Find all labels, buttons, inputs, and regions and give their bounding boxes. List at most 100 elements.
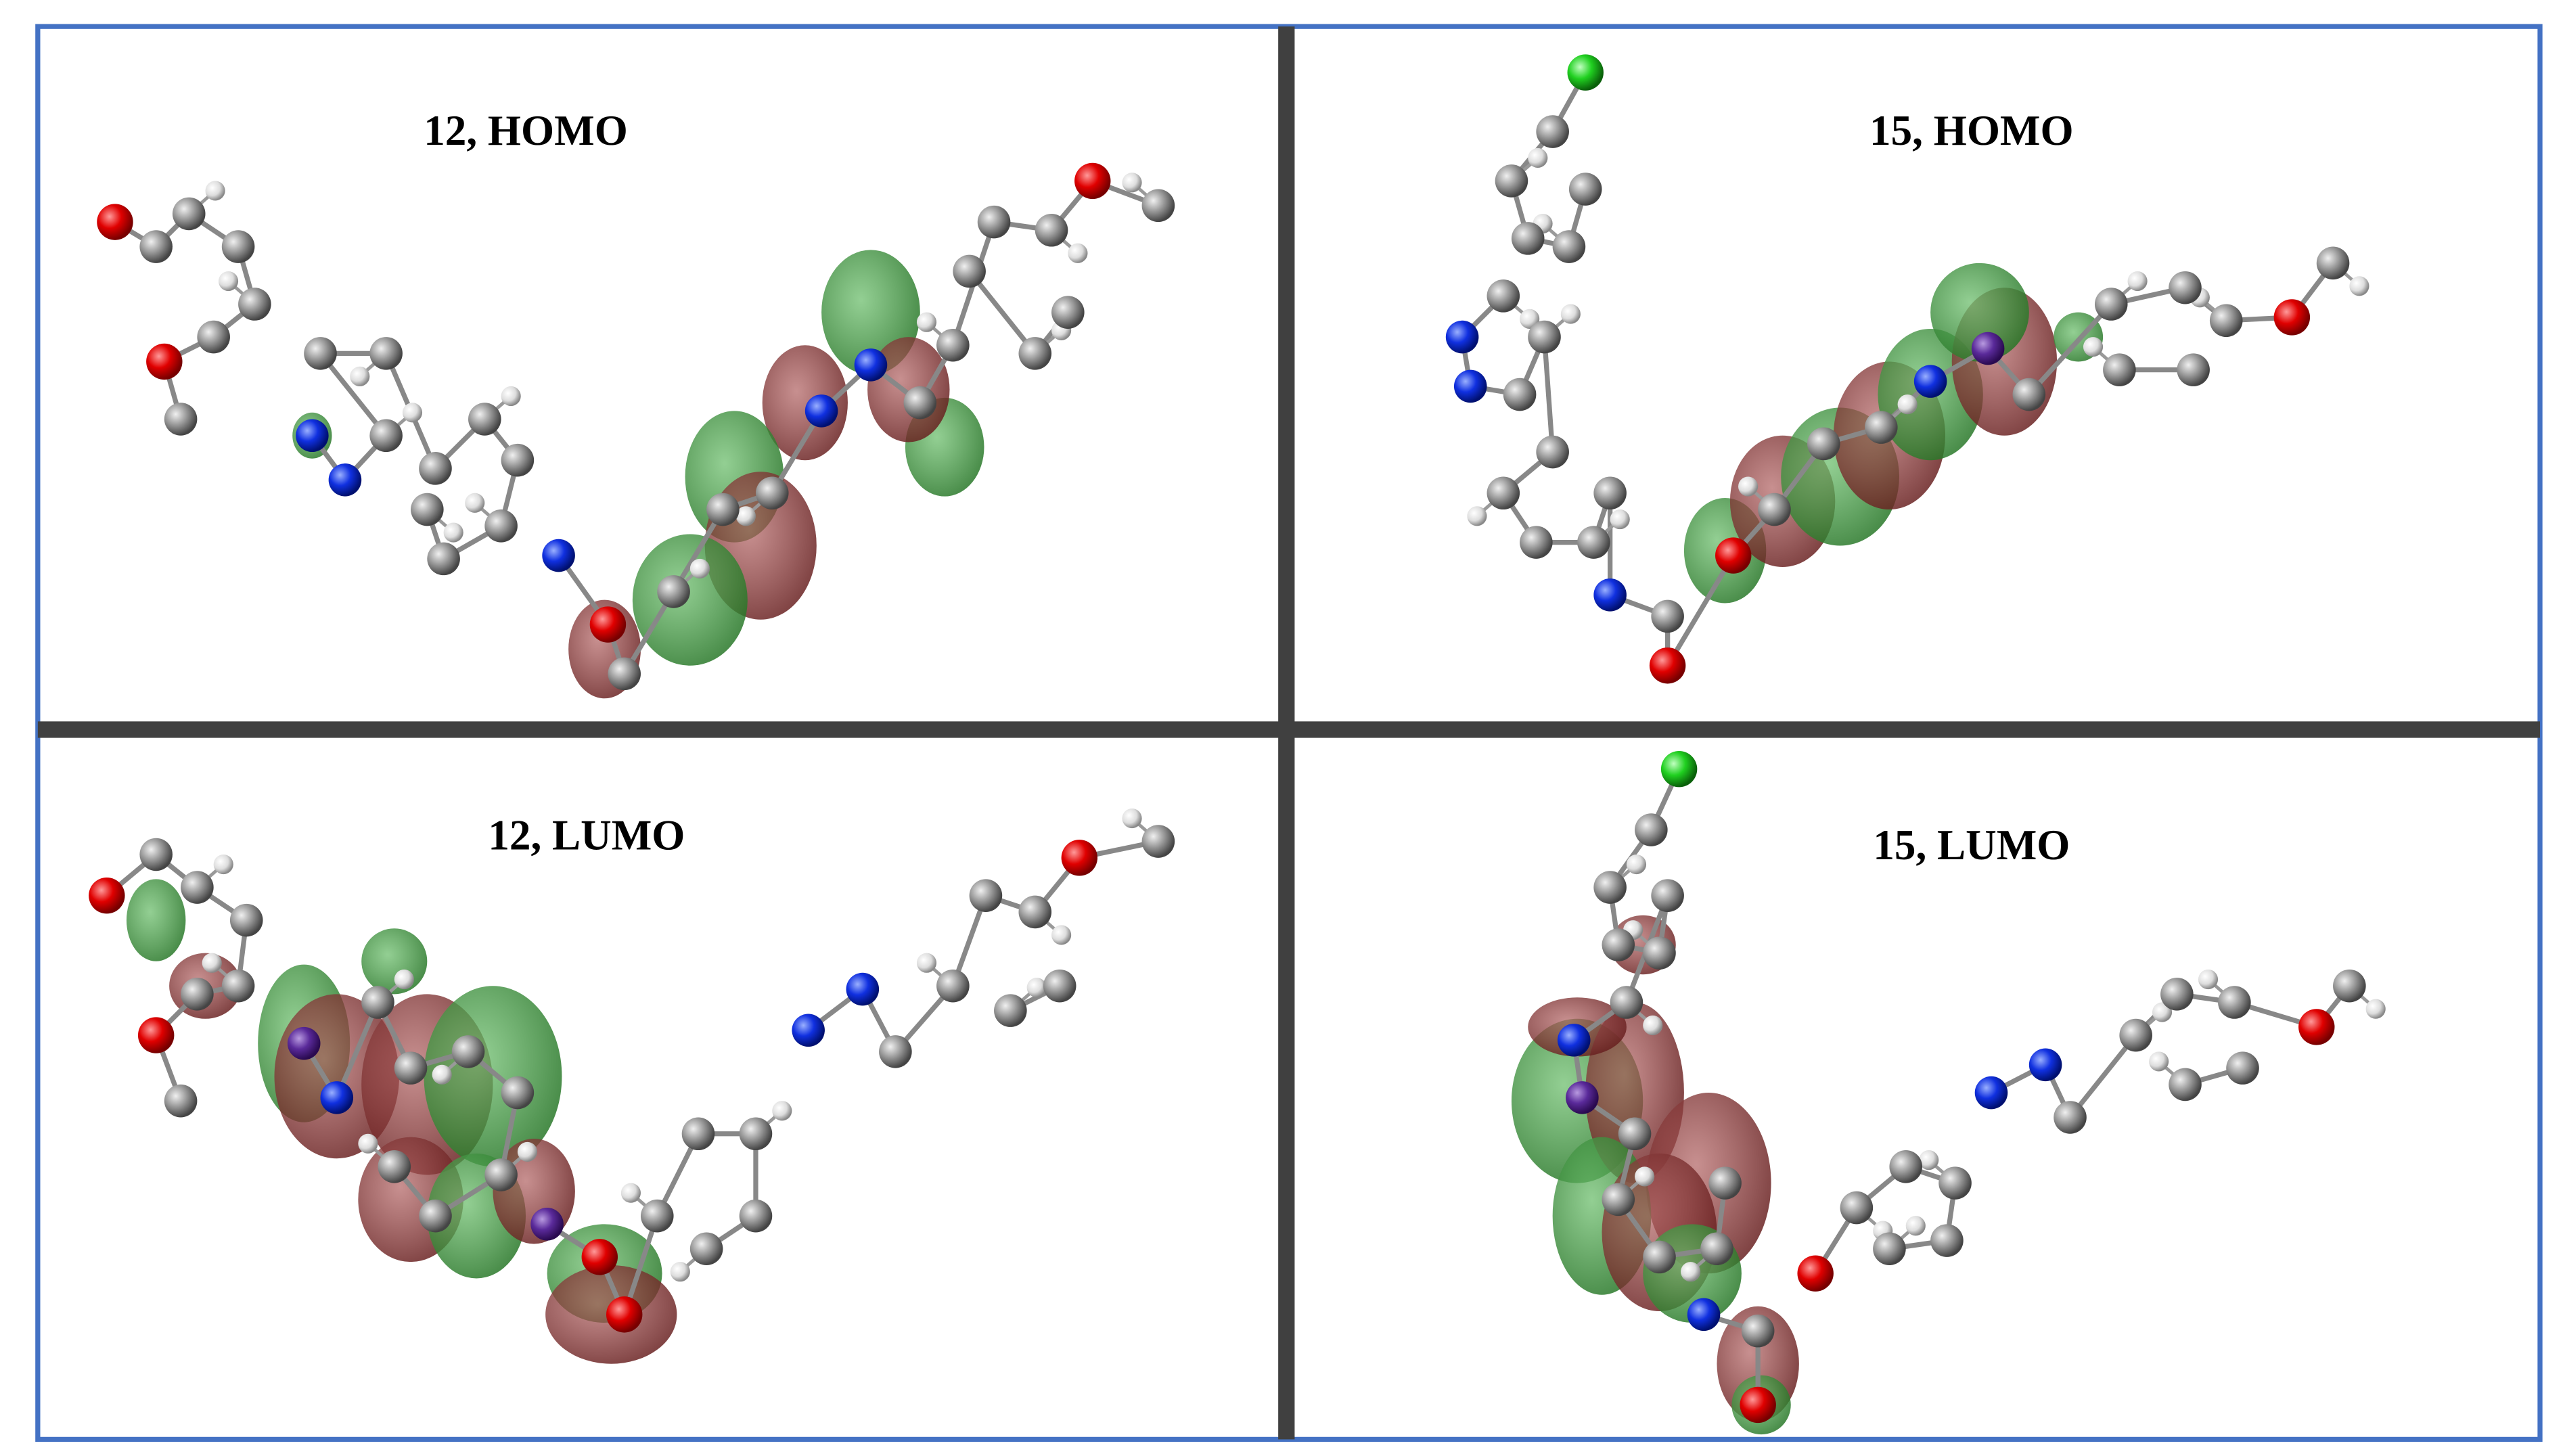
bond [2068,1033,2138,1119]
panel-label: 12, LUMO [488,812,685,859]
atom [589,606,627,643]
atom [1487,476,1520,510]
atom [2119,1018,2152,1052]
hydrogen-atom [358,1133,378,1154]
atom [328,463,362,497]
atom [238,288,271,321]
hydrogen-atom [1905,1216,1926,1236]
horizontal-divider [37,721,2541,738]
hydrogen-atom [735,506,756,526]
atom [139,230,173,263]
atom [2103,353,2136,386]
atom [1503,378,1537,411]
atom [657,575,690,608]
atom [1511,222,1545,255]
atom [2169,1068,2202,1101]
atom [1865,411,1898,444]
hydrogen-atom [1681,1262,1701,1282]
atom [2333,969,2366,1003]
atom [97,204,133,240]
hydrogen-atom [670,1262,690,1282]
atom [1018,895,1052,929]
atom [530,1208,564,1241]
bond [1665,554,1736,667]
hydrogen-atom [2349,276,2369,296]
hydrogen-atom [432,1064,452,1085]
bond [1541,336,1556,453]
hydrogen-atom [1635,1166,1655,1187]
atom [181,871,214,904]
atom [1577,526,1610,559]
atom [2028,1048,2062,1082]
atom [1602,1183,1635,1216]
atom [2012,378,2046,411]
atom [804,394,838,428]
atom [1568,173,1602,206]
atom [2054,1101,2087,1134]
atom [369,419,403,453]
hydrogen-atom [443,522,463,543]
atom [854,348,888,382]
atom [1043,969,1076,1003]
atom [451,1035,485,1068]
atom [994,994,1027,1027]
atom [1610,986,1643,1019]
orbital-lobe [126,879,186,961]
panel-label: 15, HOMO [1869,107,2074,154]
atom [1741,1314,1775,1348]
hydrogen-atom [202,953,222,973]
hydrogen-atom [620,1183,641,1203]
atom [181,978,214,1011]
atom [1487,279,1520,313]
hydrogen-atom [213,854,233,875]
atom [137,1017,175,1053]
atom [304,337,337,370]
atom [146,343,183,380]
atom [903,386,937,419]
hydrogen-atom [1560,304,1581,324]
atom [1840,1191,1874,1225]
atom [689,1232,723,1266]
atom [1035,213,1068,247]
atom [792,1014,825,1047]
atom [2177,353,2210,386]
hydrogen-atom [1467,506,1487,526]
atom [1687,1298,1721,1332]
atom [1643,1240,1676,1274]
atom [1913,365,1947,398]
atom [296,419,329,453]
atom [1018,337,1052,370]
hydrogen-atom [2198,969,2219,990]
atom [1141,189,1175,223]
atom [1567,54,1604,91]
hydrogen-atom [465,493,485,513]
hydrogen-atom [1626,854,1647,875]
orbital-lobe [632,534,748,666]
atom [361,986,394,1019]
atom [1660,750,1698,788]
atom [1938,1166,1972,1200]
hydrogen-atom [916,953,937,973]
atom [1051,296,1085,329]
atom [606,1296,643,1333]
molecules [89,54,2386,1435]
panel-label: 15, LUMO [1873,821,2070,869]
atom [2094,288,2128,321]
hydrogen-atom [916,312,937,332]
atom [468,403,501,436]
hydrogen-atom [1738,476,1759,497]
atom [1651,879,1684,912]
atom [419,452,452,485]
hydrogen-atom [2127,271,2148,292]
atom [953,254,986,288]
atom [581,1239,618,1275]
atom [2169,271,2202,304]
hydrogen-atom [772,1101,792,1121]
atom [1649,647,1686,684]
hydrogen-atom [402,403,423,423]
atom [1930,1224,1964,1257]
atom [2273,299,2311,336]
atom [484,1158,518,1191]
